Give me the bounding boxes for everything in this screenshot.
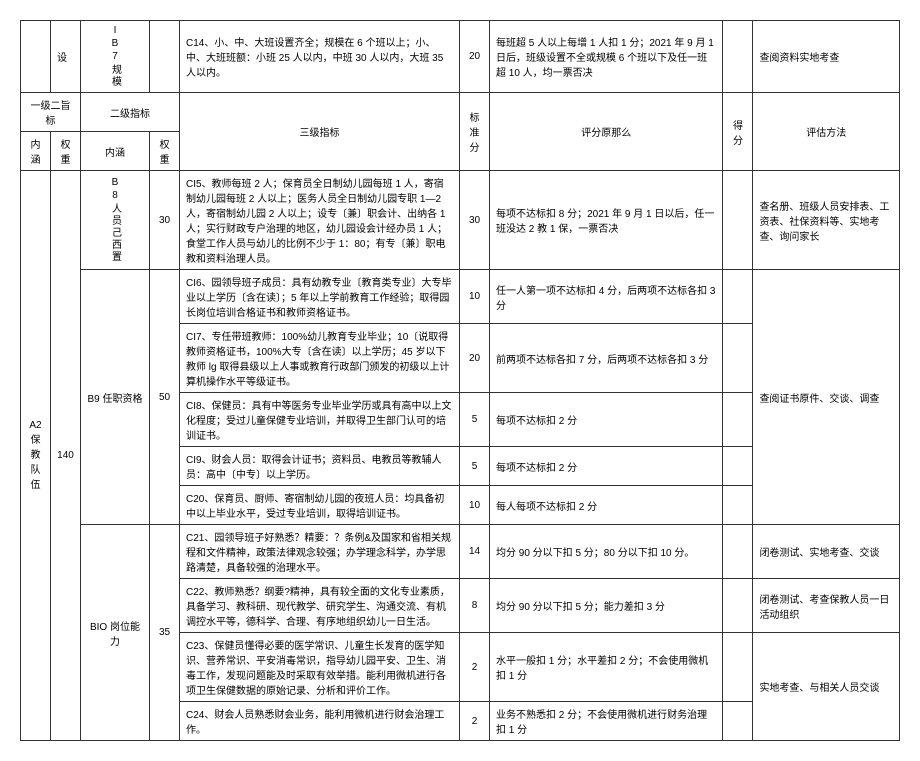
r3-text: CI8、保健员：具有中等医务专业毕业学历或具有高中以上文化程度；受过儿童保健专业… bbox=[180, 393, 460, 447]
r0-rule: 每项不达标扣 8 分；2021 年 9 月 1 日以后，任一班没达 2 教 1 … bbox=[490, 171, 723, 270]
c14-got bbox=[723, 21, 753, 93]
table-row: A2 保教队伍 140 B8人员己西置 30 CI5、教师每班 2 人；保育员全… bbox=[21, 171, 900, 270]
r7-got bbox=[723, 579, 753, 633]
r5-text: C20、保育员、厨师、寄宿制幼儿园的夜班人员：均具备初中以上毕业水平，受过专业培… bbox=[180, 486, 460, 525]
r9-text: C24、财会人员熟悉财会业务，能利用微机进行财会治理工作。 bbox=[180, 702, 460, 741]
hdr-rule: 评分原那么 bbox=[490, 93, 723, 171]
top-blank bbox=[150, 21, 180, 93]
r7-rule: 均分 90 分以下扣 5 分；能力差扣 3 分 bbox=[490, 579, 723, 633]
hdr-w1: 权重 bbox=[51, 132, 81, 171]
r7-method: 闭卷测试、考查保教人员一日活动组织 bbox=[753, 579, 900, 633]
r1-score: 10 bbox=[460, 270, 490, 324]
r3-score: 5 bbox=[460, 393, 490, 447]
r8-score: 2 bbox=[460, 633, 490, 702]
lvl1-weight: 140 bbox=[51, 171, 81, 741]
r7-score: 8 bbox=[460, 579, 490, 633]
r4-text: CI9、财会人员：取得会计证书；资料员、电教员等教辅人员：高中〔中专〕以上学历。 bbox=[180, 447, 460, 486]
b9-name: B9 任职资格 bbox=[81, 270, 150, 525]
r6-score: 14 bbox=[460, 525, 490, 579]
c14-rule: 每班超 5 人以上每增 1 人扣 1 分；2021 年 9 月 1 日后，班级设… bbox=[490, 21, 723, 93]
r1-method: 查阅证书原件、交谈、调查 bbox=[753, 270, 900, 525]
r1-rule: 任一人第一项不达标扣 4 分，后两项不达标各扣 3 分 bbox=[490, 270, 723, 324]
hdr-lvl1: 一级二旨标 bbox=[21, 93, 81, 132]
lvl1-name: A2 保教队伍 bbox=[21, 171, 51, 741]
r0-text: CI5、教师每班 2 人；保育员全日制幼儿园每班 1 人，寄宿制幼儿园每班 2 … bbox=[180, 171, 460, 270]
r3-got bbox=[723, 393, 753, 447]
r4-rule: 每项不达标扣 2 分 bbox=[490, 447, 723, 486]
r8-got bbox=[723, 633, 753, 702]
r6-text: C21、园领导班子好熟悉？精要：？条例&及国家和省相关规程和文件精神，政策法律观… bbox=[180, 525, 460, 579]
b10-name: BIO 岗位能力 bbox=[81, 525, 150, 741]
r0-method: 查名册、班级人员安排表、工资表、社保资料等、实地考查、询问家长 bbox=[753, 171, 900, 270]
hdr-w2: 权重 bbox=[150, 132, 180, 171]
r8-method: 实地考查、与相关人员交谈 bbox=[753, 633, 900, 741]
hdr-std: 标准分 bbox=[460, 93, 490, 171]
r1-text: CI6、园领导班子成员：具有幼教专业〔教育类专业〕大专毕业以上学历〔含在读〕；5… bbox=[180, 270, 460, 324]
top-col1 bbox=[21, 21, 51, 93]
r6-got bbox=[723, 525, 753, 579]
r6-rule: 均分 90 分以下扣 5 分；80 分以下扣 10 分。 bbox=[490, 525, 723, 579]
b9-weight: 50 bbox=[150, 270, 180, 525]
b8-weight: 30 bbox=[150, 171, 180, 270]
hdr-lvl2: 二级指标 bbox=[81, 93, 180, 132]
r9-score: 2 bbox=[460, 702, 490, 741]
b8-name: B8人员己西置 bbox=[81, 171, 150, 270]
r4-got bbox=[723, 447, 753, 486]
hdr-nei2: 内涵 bbox=[81, 132, 150, 171]
table-row: B9 任职资格 50 CI6、园领导班子成员：具有幼教专业〔教育类专业〕大专毕业… bbox=[21, 270, 900, 324]
r8-rule: 水平一般扣 1 分；水平差扣 2 分；不会使用微机扣 1 分 bbox=[490, 633, 723, 702]
c14-score: 20 bbox=[460, 21, 490, 93]
header-row-1: 一级二旨标 二级指标 三级指标 标准分 评分原那么 得分 评估方法 bbox=[21, 93, 900, 132]
top-col1b: 设 bbox=[51, 21, 81, 93]
b10-weight: 35 bbox=[150, 525, 180, 741]
r0-score: 30 bbox=[460, 171, 490, 270]
r1-got bbox=[723, 270, 753, 324]
r7-text: C22、教师熟悉？纲要?精神，具有较全面的文化专业素质，具备学习、教科研、现代教… bbox=[180, 579, 460, 633]
c14-method: 查阅资料实地考查 bbox=[753, 21, 900, 93]
r0-got bbox=[723, 171, 753, 270]
hdr-got: 得分 bbox=[723, 93, 753, 171]
r5-rule: 每人每项不达标扣 2 分 bbox=[490, 486, 723, 525]
r9-rule: 业务不熟悉扣 2 分；不会使用微机进行财务治理扣 1 分 bbox=[490, 702, 723, 741]
top-col2: IB7规模 bbox=[81, 21, 150, 93]
r6-method: 闭卷测试、实地考查、交谈 bbox=[753, 525, 900, 579]
hdr-lvl3: 三级指标 bbox=[180, 93, 460, 171]
r5-got bbox=[723, 486, 753, 525]
r2-got bbox=[723, 324, 753, 393]
r9-got bbox=[723, 702, 753, 741]
hdr-method: 评估方法 bbox=[753, 93, 900, 171]
r2-rule: 前两项不达标各扣 7 分，后两项不达标各扣 3 分 bbox=[490, 324, 723, 393]
table-row: BIO 岗位能力 35 C21、园领导班子好熟悉？精要：？条例&及国家和省相关规… bbox=[21, 525, 900, 579]
r5-score: 10 bbox=[460, 486, 490, 525]
r8-text: C23、保健员懂得必要的医学常识、儿童生长发育的医学知识、营养常识、平安消毒常识… bbox=[180, 633, 460, 702]
r2-text: CI7、专任带班教师：100%幼儿教育专业毕业；10〔说取得教师资格证书，100… bbox=[180, 324, 460, 393]
hdr-nei1: 内涵 bbox=[21, 132, 51, 171]
evaluation-table: 设 IB7规模 C14、小、中、大班设置齐全；规模在 6 个班以上；小、中、大班… bbox=[20, 20, 900, 741]
r3-rule: 每项不达标扣 2 分 bbox=[490, 393, 723, 447]
top-row: 设 IB7规模 C14、小、中、大班设置齐全；规模在 6 个班以上；小、中、大班… bbox=[21, 21, 900, 93]
r2-score: 20 bbox=[460, 324, 490, 393]
r4-score: 5 bbox=[460, 447, 490, 486]
c14-text: C14、小、中、大班设置齐全；规模在 6 个班以上；小、中、大班班额：小班 25… bbox=[180, 21, 460, 93]
